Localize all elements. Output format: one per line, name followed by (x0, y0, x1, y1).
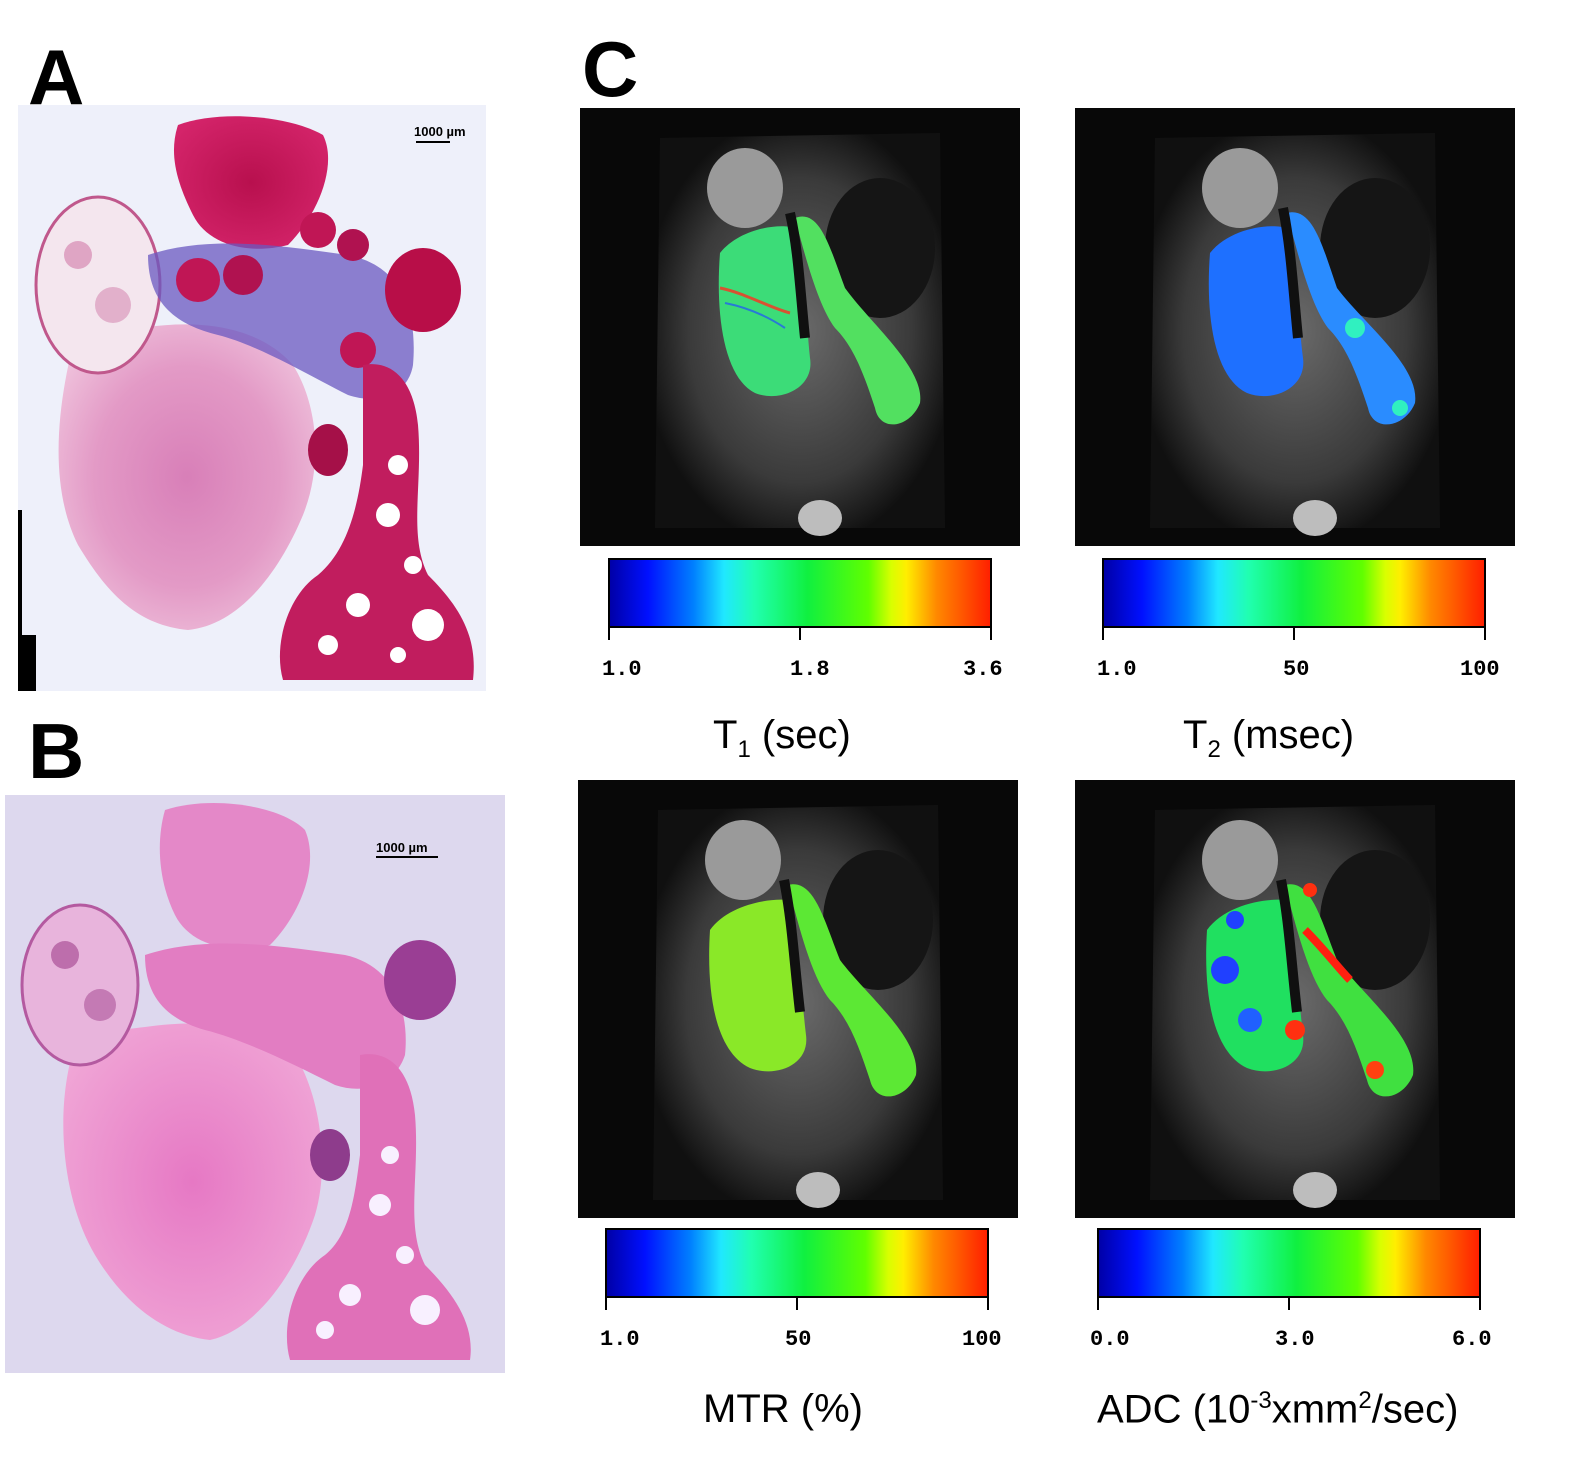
map-label-mtr: MTR (%) (703, 1387, 863, 1431)
colorbar-adc-min: 0.0 (1090, 1327, 1130, 1352)
colorbar-t1-mid: 1.8 (790, 657, 830, 682)
colorbar-mtr (605, 1228, 989, 1298)
tick-mark (1484, 628, 1486, 640)
panel-letter-c: C (582, 25, 639, 113)
colorbar-t2-min: 1.0 (1097, 657, 1137, 682)
tick-mark (1479, 1298, 1481, 1310)
histology-image-he (5, 795, 505, 1373)
mri-map-t2 (1075, 108, 1515, 546)
colorbar-adc-max: 6.0 (1452, 1327, 1492, 1352)
colorbar-t1-min: 1.0 (602, 657, 642, 682)
colorbar-adc-mid: 3.0 (1275, 1327, 1315, 1352)
colorbar-mtr-max: 100 (962, 1327, 1002, 1352)
panel-letter-b: B (28, 707, 85, 795)
mri-map-mtr (578, 780, 1018, 1218)
tick-mark (1102, 628, 1104, 640)
histology-image-trichrome (18, 105, 486, 691)
mri-map-t1 (580, 108, 1020, 546)
tick-mark (1097, 1298, 1099, 1310)
scale-bar-label-b: 1000 µm (376, 840, 428, 855)
colorbar-t1-max: 3.6 (963, 657, 1003, 682)
tick-mark (1288, 1298, 1290, 1310)
colorbar-t2 (1102, 558, 1486, 628)
colorbar-mtr-mid: 50 (785, 1327, 812, 1352)
colorbar-t2-max: 100 (1460, 657, 1500, 682)
colorbar-adc (1097, 1228, 1481, 1298)
map-label-adc: ADC (10-3xmm2/sec) (1097, 1387, 1459, 1432)
tick-mark (1293, 628, 1295, 640)
tick-mark (605, 1298, 607, 1310)
tick-mark (796, 1298, 798, 1310)
tick-mark (608, 628, 610, 640)
tick-mark (799, 628, 801, 640)
colorbar-t1 (608, 558, 992, 628)
map-label-t1: T1 (sec) (713, 713, 851, 763)
scale-bar-label-a: 1000 µm (414, 124, 466, 139)
tick-mark (990, 628, 992, 640)
map-label-t2: T2 (msec) (1183, 713, 1355, 763)
colorbar-t2-mid: 50 (1283, 657, 1310, 682)
colorbar-mtr-min: 1.0 (600, 1327, 640, 1352)
panel-letter-a: A (28, 33, 85, 121)
tick-mark (987, 1298, 989, 1310)
mri-map-adc (1075, 780, 1515, 1218)
